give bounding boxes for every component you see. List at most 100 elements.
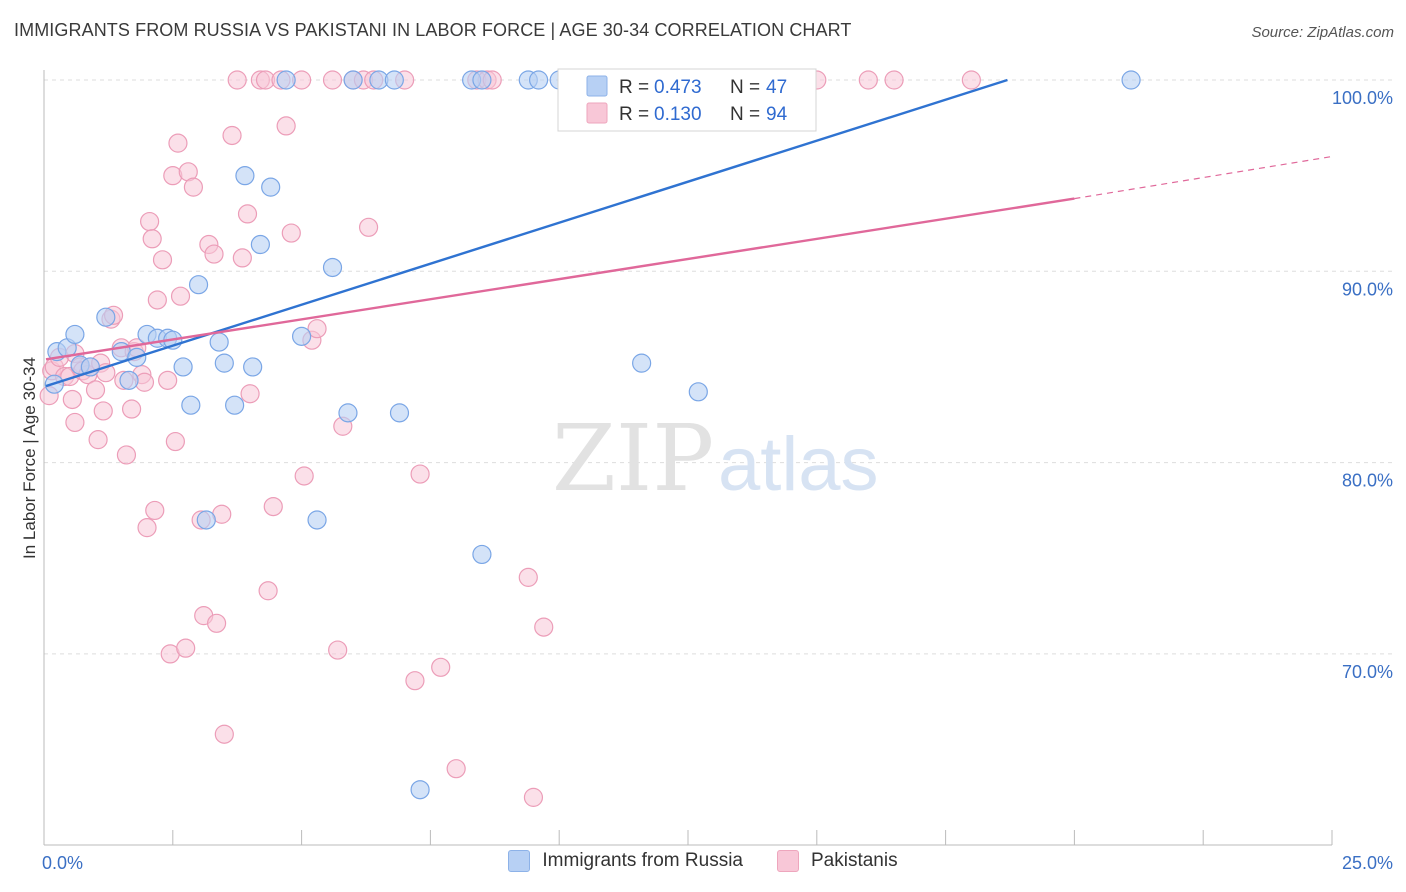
data-point-russia [235, 166, 255, 186]
data-point-russia [119, 370, 139, 390]
data-point-pakistani [62, 389, 82, 410]
data-point-pakistani [258, 581, 278, 601]
data-point-russia [225, 395, 245, 415]
data-point-russia [65, 324, 85, 345]
data-point-pakistani [263, 496, 283, 517]
data-point-pakistani [523, 787, 544, 807]
data-point-russia [181, 395, 201, 415]
x-tick-label: 25.0% [1342, 853, 1393, 873]
data-point-pakistani [294, 466, 314, 486]
data-point-russia [250, 234, 270, 255]
x-tick-labels: 0.0% 25.0% [42, 853, 1393, 873]
data-point-russia [292, 326, 312, 346]
data-point-russia [188, 275, 209, 295]
data-point-pakistani [240, 384, 260, 404]
data-point-pakistani [206, 613, 227, 633]
legend-r-label: R = [619, 104, 649, 125]
data-point-pakistani [214, 724, 234, 744]
data-point-pakistani [116, 445, 137, 465]
legend-swatch-pink [586, 102, 608, 124]
data-point-pakistani [147, 290, 167, 310]
data-point-pakistani [204, 244, 224, 264]
y-axis-label: In Labor Force | Age 30-34 [20, 357, 39, 559]
x-tick-marks [43, 830, 1333, 845]
watermark-zip: ZIP [552, 405, 714, 512]
data-point-russia [322, 257, 343, 278]
data-point-pakistani [142, 229, 162, 249]
data-point-pakistani [322, 70, 343, 90]
trend-line-pakistanis [45, 197, 1075, 361]
legend: R = 0.473 N = 47 R = 0.130 N = 94 [557, 68, 817, 132]
data-point-pakistani [307, 319, 327, 339]
legend-n-value: 47 [766, 77, 787, 98]
data-point-pakistani [518, 567, 538, 587]
data-point-pakistani [446, 759, 466, 779]
data-point-pakistani [405, 671, 425, 691]
data-point-pakistani [276, 116, 296, 136]
bottom-legend: Immigrants from Russia Pakistanis [0, 850, 1406, 872]
data-point-russia [384, 70, 404, 90]
data-point-russia [688, 382, 708, 402]
trend-line-pakistanis-extrapolated [1074, 155, 1333, 200]
data-point-russia [276, 70, 296, 90]
watermark-atlas: atlas [718, 422, 879, 507]
data-point-pakistani [237, 204, 258, 224]
data-point-russia [472, 544, 492, 565]
data-point-pakistani [168, 133, 188, 153]
legend-n-label: N = [730, 77, 760, 98]
data-point-russia [196, 510, 216, 530]
data-point-pakistani [85, 380, 106, 400]
y-tick-label: 80.0% [1342, 471, 1393, 491]
legend-swatch-pink [777, 850, 799, 872]
data-point-pakistani [858, 70, 878, 90]
data-point-russia [528, 70, 549, 90]
legend-r-value: 0.130 [654, 104, 702, 125]
bottom-legend-label: Pakistanis [811, 850, 898, 871]
data-point-pakistani [145, 500, 165, 521]
data-point-pakistani [328, 640, 348, 660]
bottom-legend-item-pakistanis[interactable]: Pakistanis [777, 850, 898, 872]
data-point-russia [1121, 70, 1141, 90]
data-point-russia [209, 332, 229, 352]
data-point-russia [389, 403, 410, 423]
y-tick-label: 90.0% [1342, 279, 1393, 299]
data-point-pakistani [183, 177, 204, 197]
data-point-pakistani [884, 70, 904, 90]
data-point-pakistani [170, 286, 191, 306]
legend-n-value: 94 [766, 104, 788, 125]
data-point-russia [307, 510, 327, 530]
chart-title: IMMIGRANTS FROM RUSSIA VS PAKISTANI IN L… [14, 20, 852, 40]
data-point-pakistani [65, 412, 85, 433]
data-point-pakistani [410, 464, 430, 484]
data-point-russia [343, 70, 363, 90]
data-point-pakistani [431, 657, 451, 677]
data-point-pakistani [121, 399, 142, 419]
legend-swatch-blue [508, 850, 531, 872]
data-point-pakistani [281, 223, 301, 243]
y-tick-labels: 70.0% 80.0% 90.0% 100.0% [1332, 88, 1393, 682]
y-tick-label: 70.0% [1342, 662, 1393, 682]
trend-lines [45, 78, 1333, 388]
data-point-pakistani [358, 217, 379, 237]
x-tick-label: 0.0% [42, 853, 83, 873]
data-point-russia [632, 353, 652, 373]
data-point-pakistani [227, 70, 247, 90]
bottom-legend-label: Immigrants from Russia [542, 850, 743, 871]
data-point-pakistani [222, 125, 242, 146]
data-point-russia [261, 177, 281, 197]
data-point-pakistani [88, 430, 108, 450]
legend-n-label: N = [730, 104, 760, 125]
data-point-pakistani [152, 250, 173, 270]
watermark: ZIP atlas [552, 405, 879, 512]
source-label: Source: ZipAtlas.com [1251, 24, 1394, 41]
data-point-pakistani [165, 431, 185, 452]
data-point-russia [243, 357, 263, 377]
data-point-pakistani [93, 401, 113, 421]
legend-r-value: 0.473 [654, 77, 702, 98]
bottom-legend-item-russia[interactable]: Immigrants from Russia [508, 850, 743, 872]
y-tick-label: 100.0% [1332, 88, 1393, 108]
data-point-pakistani [140, 211, 160, 232]
trend-line-russia [45, 78, 1008, 388]
data-point-russia [472, 70, 492, 90]
legend-swatch-blue [586, 75, 608, 97]
